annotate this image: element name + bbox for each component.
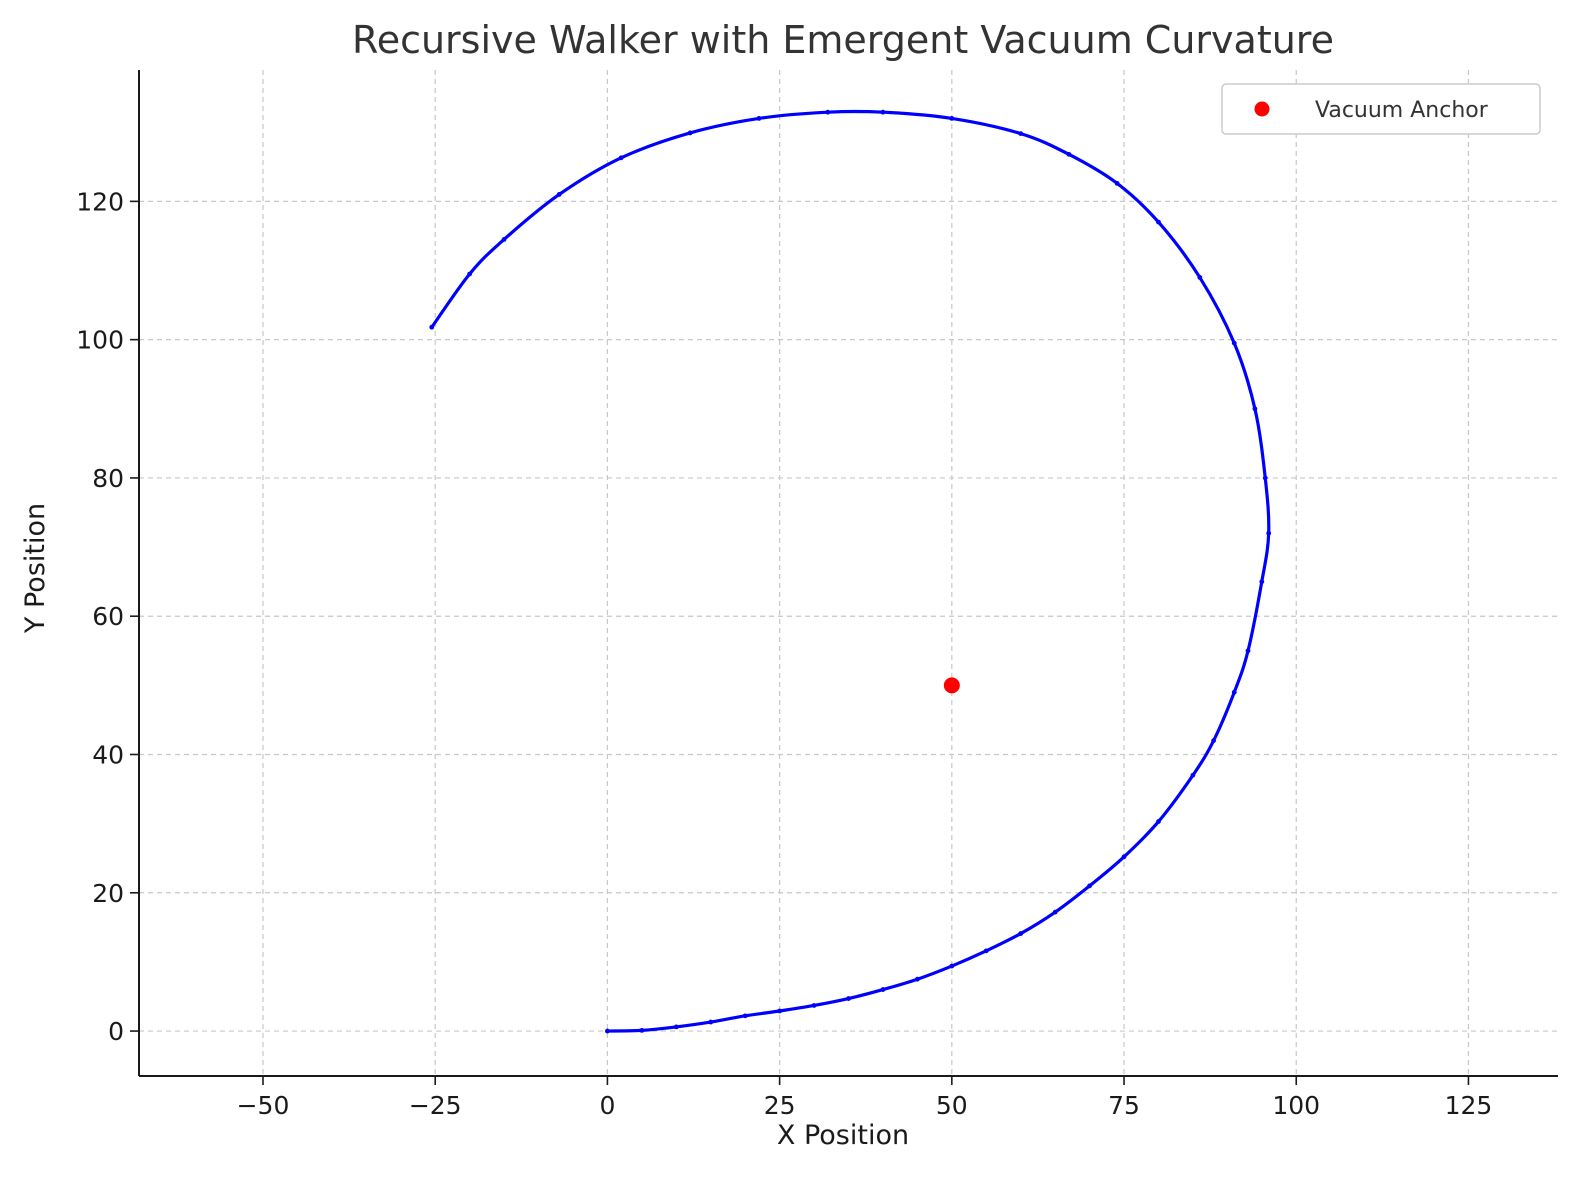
walker-trajectory-point bbox=[983, 948, 989, 954]
walker-trajectory-point bbox=[1197, 275, 1203, 280]
y-tick-label: 40 bbox=[92, 740, 124, 769]
walker-trajectory-point bbox=[811, 1003, 817, 1008]
y-tick-label: 20 bbox=[92, 879, 124, 908]
y-tick-label: 0 bbox=[108, 1017, 124, 1046]
walker-trajectory-point bbox=[1052, 909, 1058, 915]
walker-trajectory-point bbox=[501, 236, 507, 242]
chart-title: Recursive Walker with Emergent Vacuum Cu… bbox=[352, 18, 1334, 62]
walker-trajectory-point bbox=[1121, 854, 1127, 860]
walker-trajectory-point bbox=[1231, 689, 1237, 695]
walker-trajectory-point bbox=[1231, 340, 1237, 346]
walker-trajectory-point bbox=[1252, 406, 1258, 412]
x-tick-label: −50 bbox=[237, 1091, 290, 1120]
walker-trajectory-point bbox=[1245, 648, 1251, 654]
x-tick-label: 100 bbox=[1272, 1091, 1320, 1120]
y-tick-label: 120 bbox=[76, 187, 124, 216]
walker-trajectory-point bbox=[949, 963, 955, 969]
walker-trajectory-point bbox=[687, 130, 693, 136]
walker-trajectory-point bbox=[825, 109, 831, 115]
walker-trajectory-point bbox=[1114, 180, 1120, 186]
walker-trajectory-point bbox=[880, 987, 886, 992]
walker-trajectory-point bbox=[556, 192, 562, 197]
legend-box bbox=[1221, 83, 1541, 135]
walker-trajectory-point bbox=[880, 109, 886, 115]
walker-trajectory-point bbox=[777, 1008, 783, 1014]
x-tick-label: 50 bbox=[936, 1091, 968, 1120]
walker-trajectory-point bbox=[429, 324, 435, 330]
walker-trajectory-point bbox=[1087, 883, 1092, 889]
plot-area bbox=[429, 109, 1272, 1034]
walker-trajectory-point bbox=[1066, 151, 1072, 157]
walker-trajectory-point bbox=[1259, 579, 1265, 585]
walker-trajectory-point bbox=[708, 1019, 714, 1025]
y-tick-label: 80 bbox=[92, 464, 124, 493]
walker-trajectory-point bbox=[742, 1013, 748, 1019]
walker-trajectory-point bbox=[1156, 219, 1161, 225]
walker-trajectory-point bbox=[846, 996, 851, 1001]
x-axis-label: X Position bbox=[777, 1120, 909, 1151]
tick-labels: −50 −25 0 25 50 75 100 125 0 20 40 60 80 100 120 bbox=[76, 187, 1492, 1120]
legend-marker-vacuum-anchor bbox=[1254, 101, 1270, 117]
walker-trajectory-point bbox=[618, 155, 624, 161]
walker-trajectory-point bbox=[1266, 530, 1272, 536]
walker-trajectory-point bbox=[914, 976, 920, 982]
walker-trajectory-point bbox=[1211, 738, 1216, 744]
x-tick-label: 125 bbox=[1445, 1091, 1493, 1120]
axes bbox=[130, 70, 1558, 1085]
walker-trajectory-point bbox=[1018, 931, 1024, 936]
walker-trajectory-point bbox=[639, 1027, 645, 1033]
legend-label-vacuum-anchor: Vacuum Anchor bbox=[1315, 98, 1489, 123]
walker-trajectory-point bbox=[467, 271, 473, 277]
walker-trajectory-point bbox=[1190, 772, 1196, 778]
walker-trajectory-point bbox=[673, 1024, 679, 1030]
walker-trajectory-point bbox=[605, 1028, 610, 1034]
x-tick-label: 0 bbox=[599, 1091, 615, 1120]
y-axis-label: Y Position bbox=[20, 503, 51, 634]
legend: Vacuum Anchor bbox=[1221, 83, 1541, 135]
x-tick-label: −25 bbox=[409, 1091, 462, 1120]
grid bbox=[139, 70, 1558, 1076]
walker-trajectory-point bbox=[756, 115, 762, 121]
walker-trajectory-point bbox=[1262, 475, 1268, 481]
walker-trajectory-point bbox=[1018, 131, 1024, 137]
x-tick-label: 75 bbox=[1108, 1091, 1140, 1120]
y-tick-label: 60 bbox=[92, 602, 124, 631]
walker-trajectory-point bbox=[949, 115, 955, 121]
vacuum-anchor-point bbox=[943, 677, 960, 694]
x-tick-label: 25 bbox=[764, 1091, 796, 1120]
walker-trajectory-point bbox=[1156, 819, 1161, 824]
y-tick-label: 100 bbox=[76, 326, 124, 355]
